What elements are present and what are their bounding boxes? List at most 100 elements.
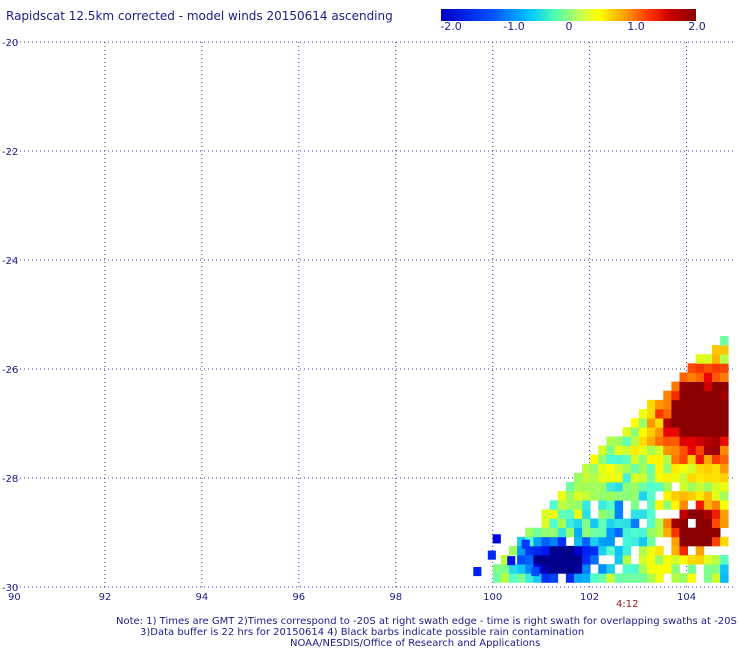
wind-cell <box>606 573 615 583</box>
wind-cell <box>549 545 559 556</box>
wind-cell <box>663 399 672 410</box>
wind-cell <box>638 545 648 556</box>
wind-cell <box>574 536 583 547</box>
wind-cell <box>655 399 664 410</box>
wind-cell <box>549 536 559 547</box>
wind-cell <box>695 463 705 474</box>
wind-cell <box>703 363 713 373</box>
wind-cell <box>695 500 705 510</box>
wind-cell <box>655 409 664 419</box>
wind-cell <box>695 354 705 364</box>
wind-cell <box>598 472 607 483</box>
wind-cell <box>622 427 632 437</box>
wind-cell <box>525 555 534 565</box>
wind-cell <box>614 463 624 474</box>
wind-cell <box>549 564 559 574</box>
wind-cell <box>712 354 721 364</box>
wind-cell <box>703 390 713 401</box>
wind-cell <box>630 564 640 574</box>
wind-cell <box>679 527 688 538</box>
wind-cell <box>614 454 624 465</box>
wind-cell <box>590 463 599 474</box>
wind-cell <box>533 573 542 583</box>
wind-cell <box>687 399 697 410</box>
wind-cell <box>606 472 615 483</box>
y-tick-label: -22 <box>2 147 18 158</box>
wind-cell <box>557 518 567 528</box>
wind-cell <box>565 509 575 519</box>
wind-cell <box>663 491 672 501</box>
wind-cell <box>720 336 729 346</box>
wind-cell <box>614 500 624 510</box>
wind-cell <box>712 390 721 401</box>
y-tick-label: -20 <box>2 38 18 49</box>
wind-cell <box>663 518 672 528</box>
wind-cell <box>574 573 583 583</box>
wind-cell <box>473 567 482 577</box>
wind-cell <box>521 539 530 549</box>
wind-cell <box>712 491 721 501</box>
wind-cell <box>565 491 575 501</box>
wind-cell <box>582 482 591 492</box>
wind-cell <box>647 509 656 519</box>
wind-cell <box>655 555 664 565</box>
wind-cell <box>712 555 721 565</box>
wind-cell <box>655 472 664 483</box>
wind-cell <box>582 491 591 501</box>
wind-cell <box>574 500 583 510</box>
wind-cell <box>712 536 721 547</box>
wind-cell <box>679 472 688 483</box>
wind-cell <box>679 409 688 419</box>
wind-cell <box>695 491 705 501</box>
wind-cell <box>574 472 583 483</box>
wind-cell <box>720 472 729 483</box>
wind-cell <box>695 536 705 547</box>
wind-cell <box>638 409 648 419</box>
wind-cell <box>671 527 680 538</box>
wind-cell <box>687 445 697 455</box>
wind-cell <box>712 573 721 583</box>
wind-cell <box>647 573 656 583</box>
wind-cell <box>509 573 518 583</box>
wind-cell <box>647 418 656 428</box>
colorbar-label-min: -2.0 <box>440 20 462 33</box>
wind-cell <box>655 454 664 465</box>
wind-cell <box>712 363 721 373</box>
wind-cell <box>720 509 729 519</box>
wind-cell <box>574 564 583 574</box>
wind-cell <box>590 491 599 501</box>
wind-cell <box>663 409 672 419</box>
wind-cell <box>720 482 729 492</box>
wind-cell <box>695 399 705 410</box>
wind-cell <box>549 555 559 565</box>
wind-cell <box>565 518 575 528</box>
wind-cell <box>663 482 672 492</box>
wind-cell <box>582 564 591 574</box>
wind-cell <box>720 491 729 501</box>
wind-cell <box>638 573 648 583</box>
wind-cell <box>630 573 640 583</box>
wind-cell <box>663 454 672 465</box>
wind-cell <box>720 354 729 364</box>
wind-cell <box>647 472 656 483</box>
wind-cell <box>712 399 721 410</box>
y-tick-label: -30 <box>2 583 18 594</box>
wind-cell <box>712 509 721 519</box>
wind-cell <box>695 381 705 392</box>
wind-cell <box>703 454 713 465</box>
wind-cell <box>630 427 640 437</box>
wind-cell <box>590 482 599 492</box>
wind-cell <box>703 518 713 528</box>
y-tick-label: -28 <box>2 474 18 485</box>
wind-cell <box>655 518 664 528</box>
wind-cell <box>582 573 591 583</box>
wind-cell <box>549 518 559 528</box>
wind-cell <box>647 527 656 538</box>
wind-cell <box>679 381 688 392</box>
wind-cell <box>695 509 705 519</box>
wind-cell <box>703 491 713 501</box>
wind-cell <box>687 536 697 547</box>
wind-cell <box>638 482 648 492</box>
wind-cell <box>557 491 567 501</box>
